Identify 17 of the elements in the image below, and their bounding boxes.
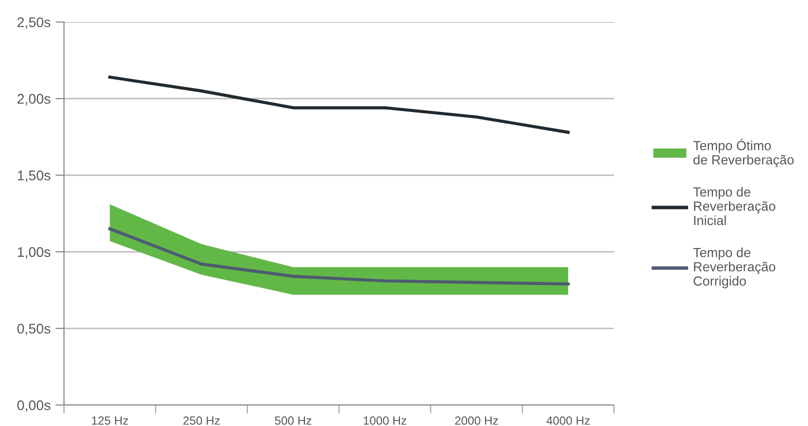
x-tick-label: 1000 Hz [364, 416, 406, 425]
line-series [108, 227, 570, 286]
y-tick-label: 1,50s [18, 170, 50, 182]
y-tick-label: 0,50s [17, 324, 50, 336]
legend-label: Tempo de Reverberação Inicial [693, 186, 776, 226]
x-tick-label: 125 Hz [92, 416, 128, 425]
x-tick-label: 250 Hz [183, 416, 220, 425]
line-series [108, 76, 570, 134]
legend-label: Tempo de Reverberação Corrigido [693, 248, 776, 288]
x-tick-label: 2000 Hz [455, 416, 498, 425]
x-tick-label: 4000 Hz [546, 416, 590, 425]
y-tick-label: 1,00s [18, 247, 50, 259]
y-tick-label: 0,00s [17, 400, 50, 412]
y-tick-label: 2,00s [18, 94, 50, 106]
legend-label: Tempo Ótimo de Reverberação [693, 138, 794, 168]
x-tick-label: 500 Hz [274, 416, 312, 425]
y-tick-label: 2,50s [18, 17, 50, 29]
